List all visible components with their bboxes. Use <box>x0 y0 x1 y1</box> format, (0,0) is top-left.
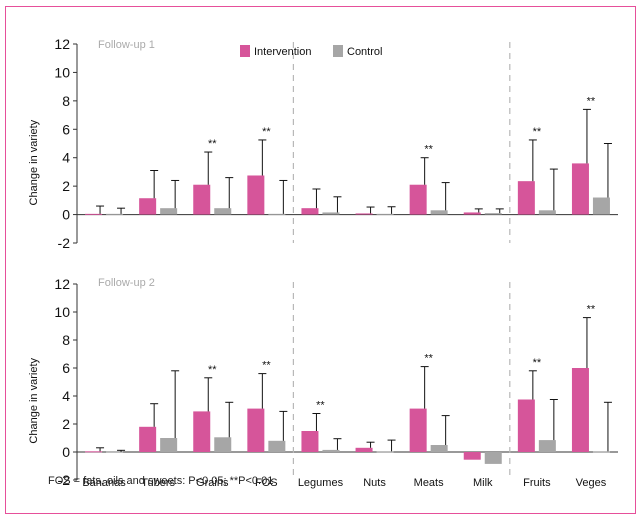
bar-intervention <box>571 163 589 215</box>
bar-control <box>538 210 556 215</box>
bar-intervention <box>247 175 265 215</box>
bar-intervention <box>409 184 427 215</box>
bar-control <box>592 197 610 215</box>
bar-intervention <box>301 208 319 215</box>
y-tick-label: 6 <box>62 360 70 376</box>
x-tick-label: Meats <box>414 477 444 489</box>
legend-swatch <box>333 45 343 57</box>
significance-marker: ** <box>262 126 271 138</box>
x-tick-label: Fruits <box>523 477 551 489</box>
y-tick-label: 0 <box>62 207 70 223</box>
bar-intervention <box>355 213 373 215</box>
bar-intervention <box>139 426 157 452</box>
x-tick-label: Tubers <box>141 477 175 489</box>
y-tick-label: 12 <box>54 36 70 52</box>
x-tick-label: Veges <box>576 477 607 489</box>
legend-swatch <box>240 45 250 57</box>
significance-marker: ** <box>424 353 433 365</box>
bar-control <box>160 208 178 215</box>
bar-control <box>214 437 232 452</box>
bar-control <box>484 452 502 464</box>
legend-label: Control <box>347 46 382 58</box>
bar-intervention <box>247 408 265 452</box>
x-tick-label: FOS <box>255 477 278 489</box>
x-tick-label: Grains <box>196 477 229 489</box>
significance-marker: ** <box>533 126 542 138</box>
y-tick-label: 4 <box>62 388 70 404</box>
bar-control <box>268 213 286 215</box>
y-tick-label: 8 <box>62 93 70 109</box>
bar-intervention <box>85 213 103 215</box>
bar-control <box>268 440 286 452</box>
bar-intervention <box>85 451 103 453</box>
bar-control <box>322 449 340 452</box>
legend-label: Intervention <box>254 46 311 58</box>
x-tick-label: Milk <box>473 477 493 489</box>
panel-label: Follow-up 1 <box>98 39 155 51</box>
y-tick-label: 12 <box>54 276 70 292</box>
y-tick-label: 2 <box>62 178 70 194</box>
bar-control <box>430 210 448 215</box>
x-tick-label: Bananas <box>82 477 126 489</box>
bar-control <box>160 438 178 452</box>
figure-frame <box>5 6 636 514</box>
bar-intervention <box>193 184 211 215</box>
y-axis-label: Change in variety <box>28 119 40 205</box>
bar-intervention <box>301 431 319 452</box>
y-tick-label: -2 <box>58 235 71 251</box>
x-tick-label: Legumes <box>298 477 344 489</box>
bar-control <box>376 213 394 215</box>
significance-marker: ** <box>262 360 271 372</box>
bar-intervention <box>193 411 211 452</box>
significance-marker: ** <box>587 95 596 107</box>
y-tick-label: 10 <box>54 64 70 80</box>
bar-control <box>430 445 448 452</box>
significance-marker: ** <box>533 357 542 369</box>
footnote: FOS = fats, oils and sweets: P<0.05; **P… <box>48 475 274 487</box>
y-tick-label: 0 <box>62 444 70 460</box>
y-tick-label: 4 <box>62 150 70 166</box>
significance-marker: ** <box>208 138 217 150</box>
bar-intervention <box>409 408 427 452</box>
significance-marker: ** <box>424 144 433 156</box>
significance-marker: ** <box>587 304 596 316</box>
bar-intervention <box>571 368 589 452</box>
significance-marker: ** <box>316 400 325 412</box>
y-tick-label: -2 <box>58 472 71 488</box>
x-tick-label: Nuts <box>363 477 386 489</box>
bar-control <box>538 440 556 452</box>
bar-control <box>484 213 502 215</box>
bar-control <box>592 451 610 453</box>
bar-intervention <box>355 447 373 452</box>
bar-intervention <box>463 452 481 460</box>
bar-control <box>106 213 124 215</box>
bar-intervention <box>463 212 481 215</box>
y-tick-label: 6 <box>62 121 70 137</box>
bar-control <box>376 451 394 453</box>
bar-control <box>322 212 340 215</box>
bar-control <box>106 451 124 453</box>
y-tick-label: 2 <box>62 416 70 432</box>
bar-intervention <box>139 198 157 215</box>
panel-label: Follow-up 2 <box>98 277 155 289</box>
y-tick-label: 10 <box>54 304 70 320</box>
significance-marker: ** <box>208 364 217 376</box>
y-axis-label: Change in variety <box>28 358 40 444</box>
bar-intervention <box>517 181 535 215</box>
bar-control <box>214 208 232 215</box>
y-tick-label: 8 <box>62 332 70 348</box>
bar-intervention <box>517 399 535 452</box>
